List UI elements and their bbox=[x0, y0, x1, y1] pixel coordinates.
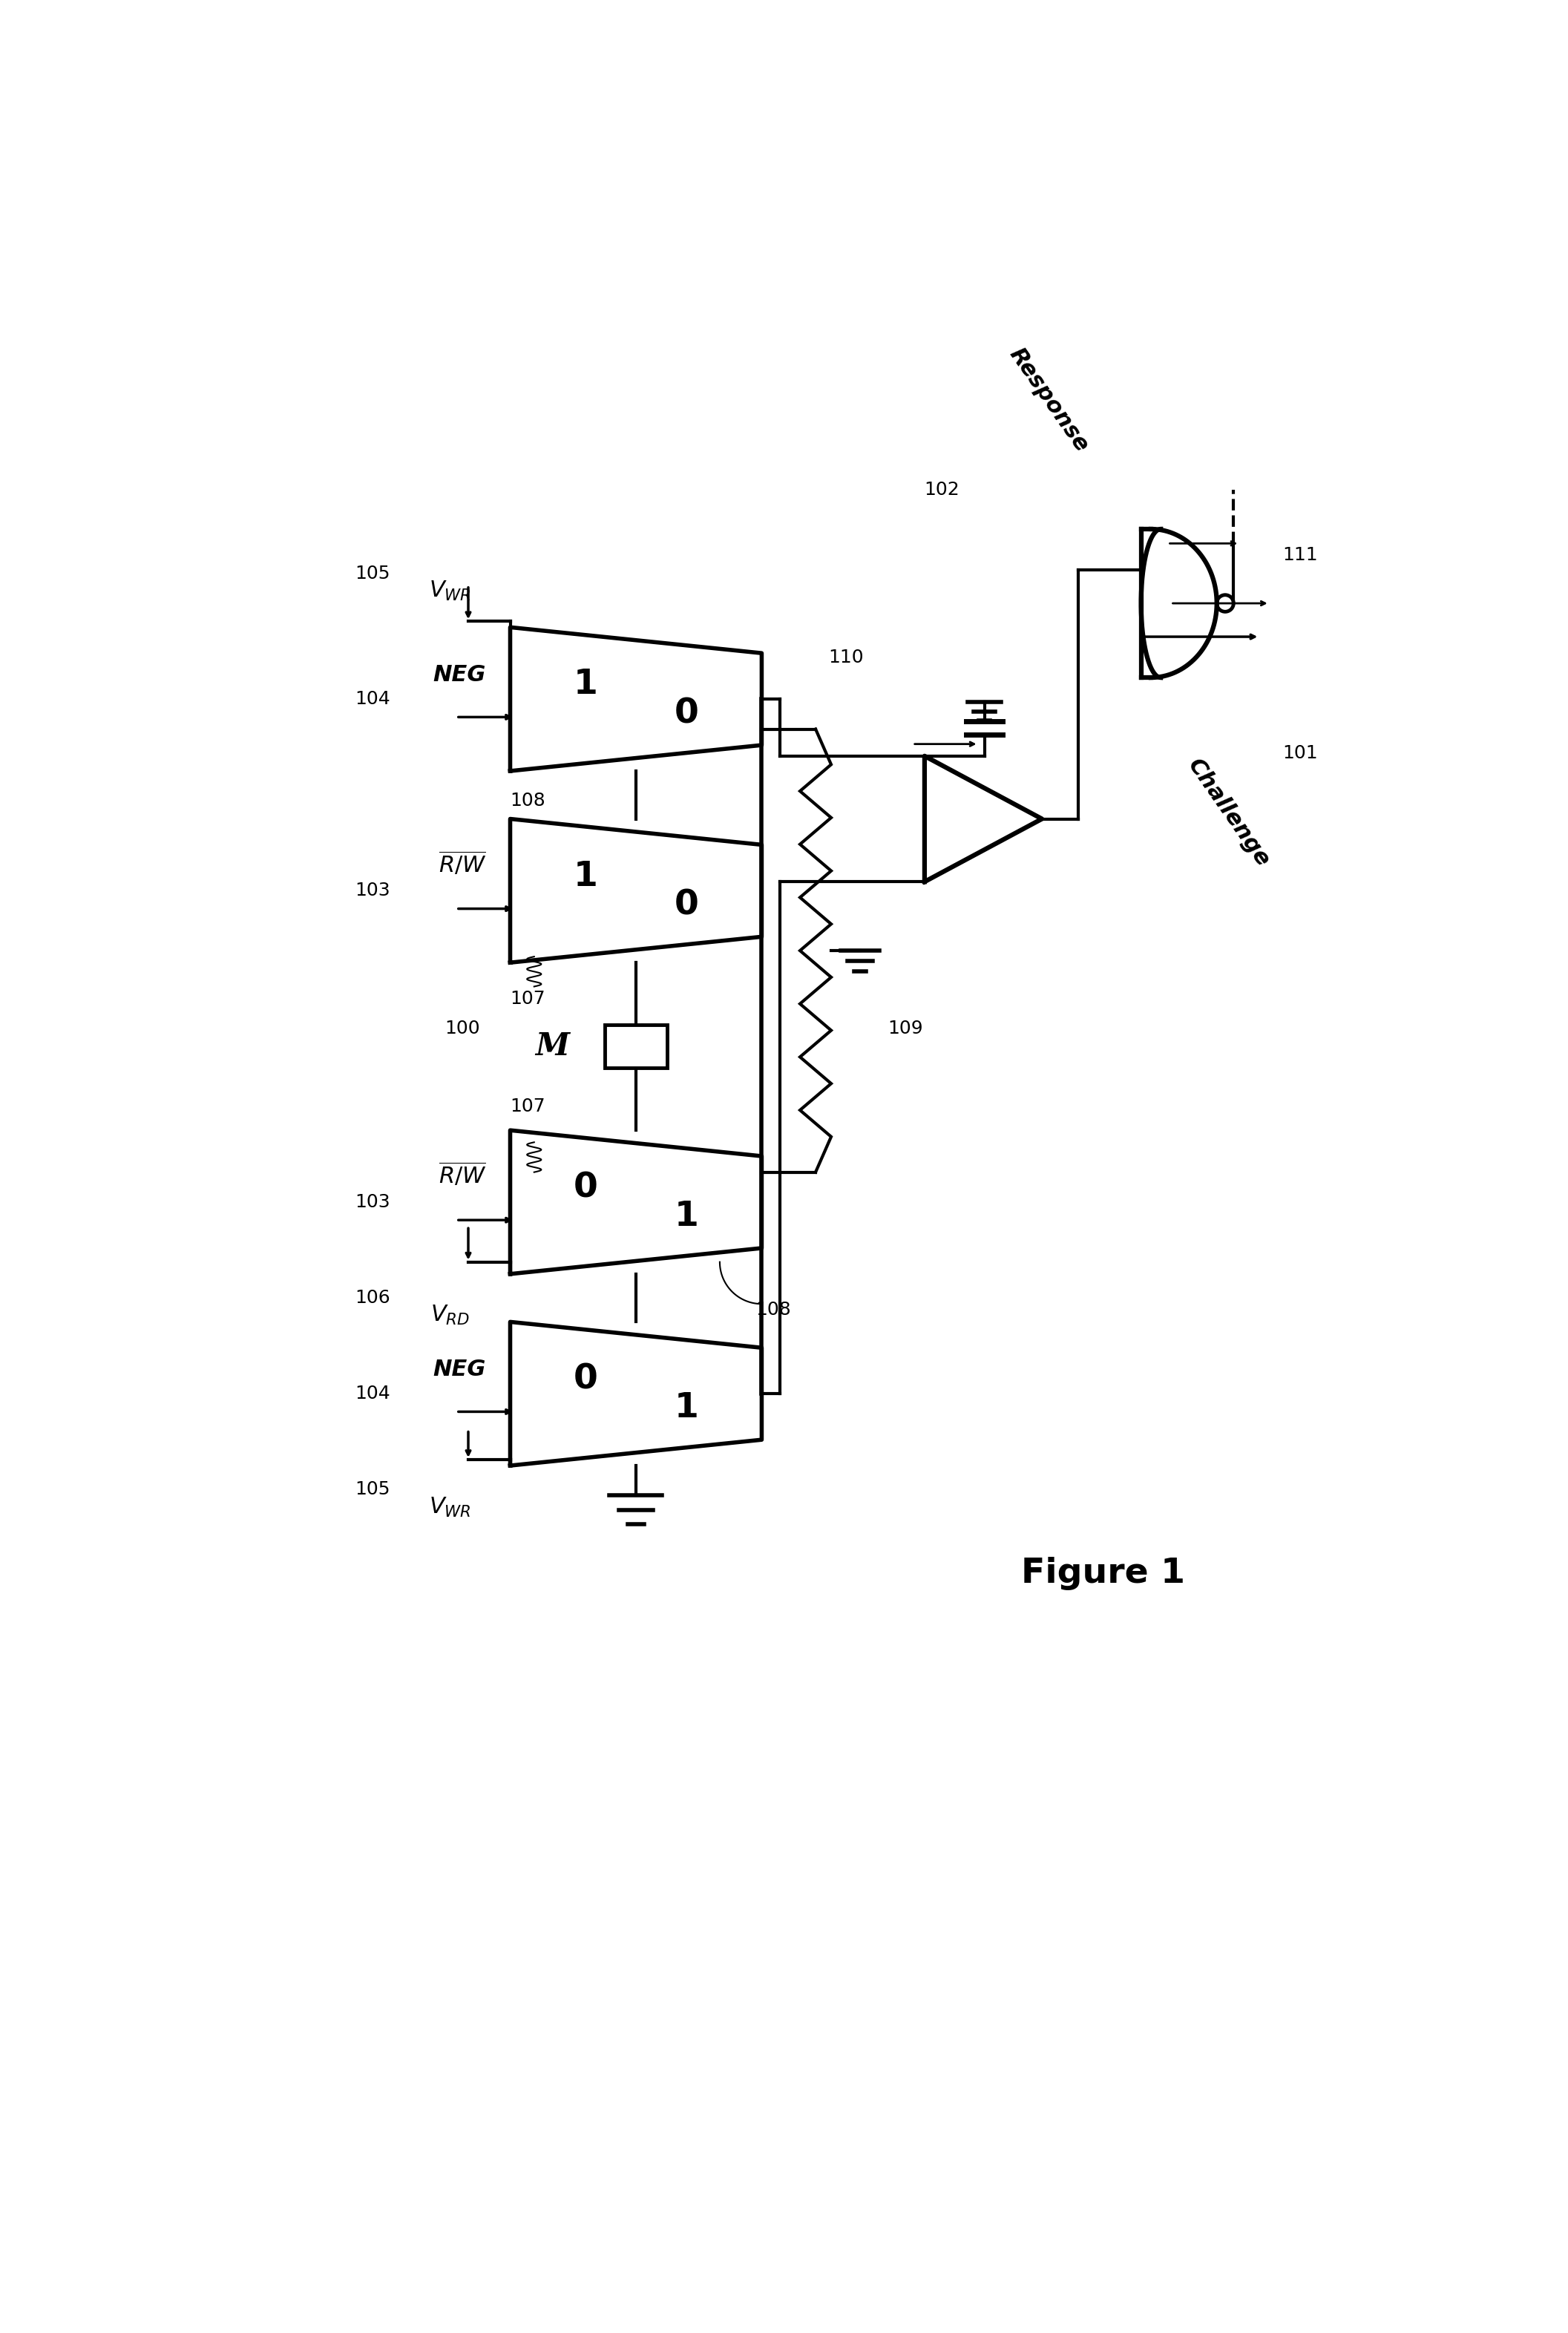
Text: M: M bbox=[535, 1031, 569, 1062]
Text: 104: 104 bbox=[354, 691, 390, 707]
Bar bbox=[605, 1024, 666, 1069]
Text: $V_{WR}$: $V_{WR}$ bbox=[430, 1495, 472, 1519]
Text: Response: Response bbox=[1005, 343, 1093, 455]
Text: Challenge: Challenge bbox=[1184, 756, 1273, 870]
Text: 110: 110 bbox=[828, 649, 864, 667]
Text: NEG: NEG bbox=[433, 665, 486, 686]
Text: 100: 100 bbox=[445, 1020, 480, 1038]
Text: 103: 103 bbox=[354, 1192, 390, 1211]
Text: 1: 1 bbox=[574, 859, 597, 894]
Text: 109: 109 bbox=[887, 1020, 924, 1038]
Text: $\overline{R/W}$: $\overline{R/W}$ bbox=[439, 1162, 486, 1187]
Text: 103: 103 bbox=[354, 882, 390, 901]
Text: $V_{WR}$: $V_{WR}$ bbox=[430, 579, 472, 602]
Text: 105: 105 bbox=[356, 1481, 390, 1498]
Text: 0: 0 bbox=[574, 1171, 597, 1204]
Text: $V_{RD}$: $V_{RD}$ bbox=[431, 1304, 470, 1327]
Text: 107: 107 bbox=[510, 989, 546, 1008]
Text: 107: 107 bbox=[510, 1097, 546, 1115]
Text: 1: 1 bbox=[674, 1390, 698, 1425]
Text: 105: 105 bbox=[356, 565, 390, 583]
Text: 1: 1 bbox=[574, 667, 597, 702]
Text: 106: 106 bbox=[354, 1290, 390, 1306]
Text: Figure 1: Figure 1 bbox=[1021, 1556, 1185, 1591]
Text: 101: 101 bbox=[1283, 744, 1319, 763]
Text: 108: 108 bbox=[510, 791, 546, 810]
Text: 0: 0 bbox=[674, 889, 698, 922]
Text: $\overline{R/W}$: $\overline{R/W}$ bbox=[439, 849, 486, 877]
Text: 0: 0 bbox=[574, 1362, 597, 1395]
Text: 0: 0 bbox=[674, 698, 698, 730]
Text: 1: 1 bbox=[674, 1199, 698, 1234]
Text: 102: 102 bbox=[924, 481, 960, 499]
Text: 111: 111 bbox=[1283, 546, 1319, 565]
Text: 108: 108 bbox=[756, 1302, 792, 1318]
Text: 104: 104 bbox=[354, 1386, 390, 1402]
Text: NEG: NEG bbox=[433, 1358, 486, 1381]
